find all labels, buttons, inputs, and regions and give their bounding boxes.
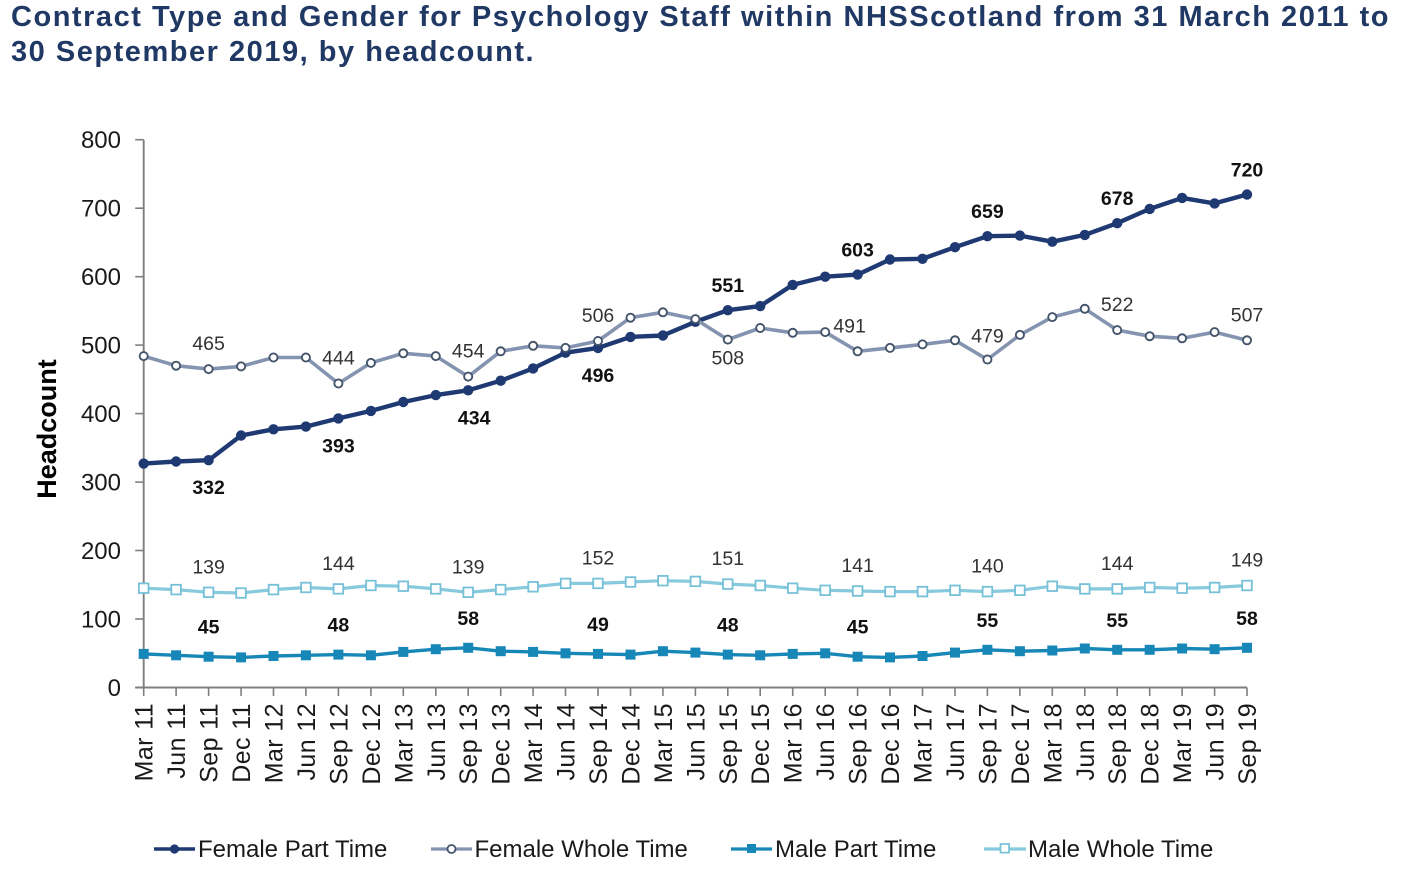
svg-text:Dec 18: Dec 18 <box>1137 703 1165 785</box>
svg-text:Sep 19: Sep 19 <box>1234 703 1262 785</box>
svg-text:144: 144 <box>1101 553 1134 575</box>
svg-text:Jun 18: Jun 18 <box>1072 703 1100 780</box>
svg-text:603: 603 <box>841 240 874 262</box>
svg-text:678: 678 <box>1101 188 1134 210</box>
svg-text:55: 55 <box>1106 610 1128 632</box>
svg-text:300: 300 <box>81 470 121 497</box>
svg-text:141: 141 <box>841 555 874 577</box>
svg-text:Sep 11: Sep 11 <box>196 703 224 783</box>
svg-text:45: 45 <box>847 617 869 639</box>
svg-text:Headcount: Headcount <box>32 359 62 499</box>
svg-text:Dec 16: Dec 16 <box>877 703 905 785</box>
svg-text:58: 58 <box>1236 608 1258 630</box>
svg-text:Jun 11: Jun 11 <box>163 703 191 779</box>
svg-text:Mar 11: Mar 11 <box>131 703 159 781</box>
svg-text:Mar 13: Mar 13 <box>390 703 418 783</box>
svg-text:Dec 13: Dec 13 <box>488 703 516 785</box>
svg-text:Jun 16: Jun 16 <box>812 703 840 780</box>
svg-text:152: 152 <box>582 547 615 569</box>
svg-text:Female Part Time: Female Part Time <box>198 836 387 863</box>
svg-text:720: 720 <box>1231 160 1264 182</box>
svg-text:551: 551 <box>712 275 745 297</box>
svg-text:400: 400 <box>81 401 121 428</box>
svg-text:Sep 12: Sep 12 <box>325 703 353 785</box>
svg-text:Jun 17: Jun 17 <box>942 703 970 780</box>
svg-text:Mar 18: Mar 18 <box>1039 703 1067 783</box>
svg-text:800: 800 <box>81 127 121 154</box>
svg-text:Sep 14: Sep 14 <box>585 703 613 785</box>
svg-text:Dec 14: Dec 14 <box>618 703 646 785</box>
svg-text:600: 600 <box>81 264 121 291</box>
svg-text:496: 496 <box>582 365 615 387</box>
svg-text:434: 434 <box>458 407 491 429</box>
svg-text:49: 49 <box>587 614 609 636</box>
svg-text:58: 58 <box>457 608 479 630</box>
svg-text:Sep 16: Sep 16 <box>845 703 873 785</box>
svg-text:45: 45 <box>198 617 220 639</box>
svg-text:444: 444 <box>322 348 355 370</box>
svg-text:149: 149 <box>1231 550 1264 572</box>
svg-text:454: 454 <box>452 341 485 363</box>
svg-text:Sep 15: Sep 15 <box>715 703 743 785</box>
svg-text:Male Whole Time: Male Whole Time <box>1028 836 1213 863</box>
svg-text:100: 100 <box>81 607 121 634</box>
svg-text:48: 48 <box>328 615 350 637</box>
svg-text:Mar 16: Mar 16 <box>780 703 808 783</box>
svg-text:151: 151 <box>712 548 745 570</box>
svg-text:139: 139 <box>192 556 225 578</box>
svg-text:Jun 12: Jun 12 <box>293 703 321 780</box>
svg-text:144: 144 <box>322 553 355 575</box>
svg-text:Jun 13: Jun 13 <box>423 703 451 780</box>
svg-text:Mar 14: Mar 14 <box>520 703 548 783</box>
svg-text:Dec 17: Dec 17 <box>1007 703 1035 785</box>
svg-text:Mar 15: Mar 15 <box>650 703 678 783</box>
svg-text:506: 506 <box>582 305 615 327</box>
svg-text:Mar 12: Mar 12 <box>261 703 289 783</box>
svg-text:Jun 19: Jun 19 <box>1202 703 1230 780</box>
svg-text:139: 139 <box>452 556 485 578</box>
svg-text:332: 332 <box>192 477 225 499</box>
svg-text:508: 508 <box>712 348 745 370</box>
svg-text:Sep 18: Sep 18 <box>1104 703 1132 785</box>
svg-text:507: 507 <box>1231 304 1264 326</box>
svg-text:Sep 13: Sep 13 <box>455 703 483 785</box>
svg-text:0: 0 <box>108 675 121 702</box>
svg-text:Dec 12: Dec 12 <box>358 703 386 785</box>
svg-text:Jun 15: Jun 15 <box>682 703 710 780</box>
svg-text:479: 479 <box>971 326 1004 348</box>
svg-text:Sep 17: Sep 17 <box>974 703 1002 785</box>
svg-text:140: 140 <box>971 556 1004 578</box>
svg-text:Female Whole Time: Female Whole Time <box>475 836 688 863</box>
svg-text:Dec 15: Dec 15 <box>747 703 775 785</box>
svg-text:Male Part Time: Male Part Time <box>775 836 936 863</box>
svg-text:700: 700 <box>81 196 121 223</box>
svg-text:491: 491 <box>833 315 866 337</box>
svg-text:Jun 14: Jun 14 <box>553 703 581 780</box>
svg-text:200: 200 <box>81 538 121 565</box>
svg-text:465: 465 <box>192 333 225 355</box>
svg-text:500: 500 <box>81 333 121 360</box>
svg-text:522: 522 <box>1101 294 1134 316</box>
svg-text:393: 393 <box>322 435 355 457</box>
svg-text:Dec 11: Dec 11 <box>228 703 256 783</box>
svg-text:55: 55 <box>977 610 999 632</box>
svg-text:659: 659 <box>971 201 1004 223</box>
svg-text:Mar 19: Mar 19 <box>1169 703 1197 783</box>
svg-text:48: 48 <box>717 615 739 637</box>
svg-text:Mar 17: Mar 17 <box>910 703 938 783</box>
